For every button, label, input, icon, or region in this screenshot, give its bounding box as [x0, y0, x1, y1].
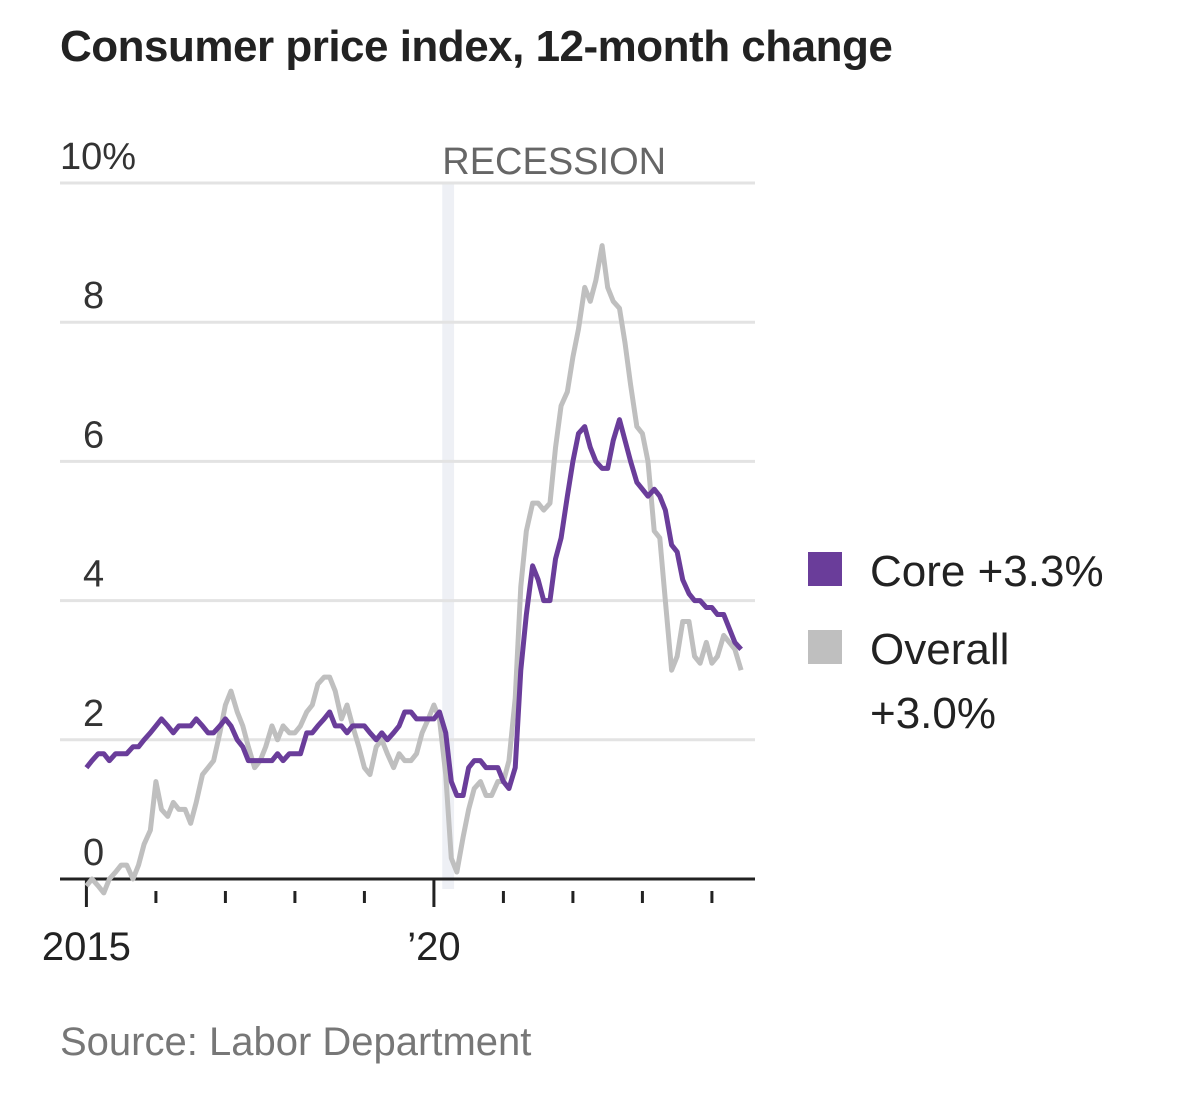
legend-entry: Core +3.3%	[808, 540, 1138, 604]
chart: RECESSION 0 2 4 6 8 10% 2015 ’20	[42, 136, 755, 969]
legend-swatch	[808, 630, 842, 664]
legend-swatch	[808, 552, 842, 586]
recession-band	[442, 183, 455, 889]
x-tick-label: 2015	[42, 925, 131, 969]
data-line	[84, 243, 744, 896]
y-tick-label: 10%	[60, 136, 136, 178]
data-line	[84, 417, 743, 798]
source-note: Source: Labor Department	[60, 1020, 532, 1064]
y-tick-label: 4	[83, 554, 104, 596]
x-tick-label: ’20	[407, 925, 460, 969]
legend-label: Overall +3.0%	[870, 625, 1010, 738]
y-tick-label: 6	[83, 414, 104, 456]
chart-title: Consumer price index, 12-month change	[60, 22, 893, 71]
y-tick-label: 2	[83, 693, 104, 735]
legend: Core +3.3% Overall +3.0%	[808, 540, 1138, 760]
legend-entry: Overall +3.0%	[808, 618, 1138, 746]
legend-label: Core +3.3%	[870, 547, 1104, 596]
y-tick-label: 8	[83, 275, 104, 317]
y-tick-label: 0	[83, 832, 104, 874]
recession-label: RECESSION	[442, 141, 666, 183]
